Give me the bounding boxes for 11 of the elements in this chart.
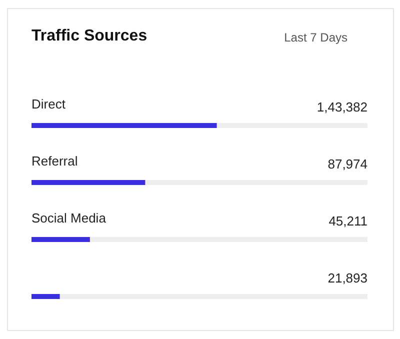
chart-title: Traffic Sources (32, 28, 148, 44)
y-tick-label: Social Media (32, 210, 107, 226)
bar (32, 237, 90, 242)
y-tick-label: Direct (32, 96, 66, 112)
data-label: 1,43,382 (316, 100, 368, 114)
text: Last 7 Days (284, 30, 348, 44)
data-label: 45,211 (328, 214, 368, 228)
data-label: 87,974 (328, 156, 368, 172)
data-label: 21,893 (328, 270, 368, 286)
y-tick-label: Referral (32, 154, 78, 168)
bar (32, 294, 60, 299)
